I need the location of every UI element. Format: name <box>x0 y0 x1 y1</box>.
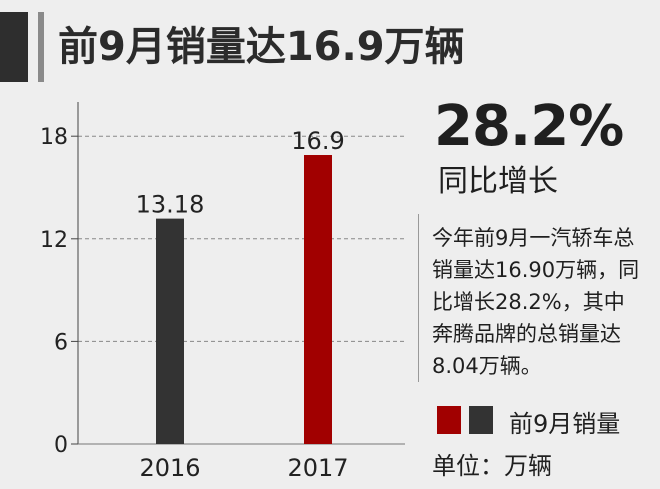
description-line: 奔腾品牌的总销量达 <box>432 322 621 346</box>
y-tick-label: 18 <box>40 125 68 150</box>
y-tick-label: 0 <box>54 433 68 458</box>
x-tick-label: 2017 <box>287 454 348 482</box>
legend-swatch-2016 <box>469 406 493 434</box>
growth-label: 同比增长 <box>438 164 558 199</box>
title-accent-dark <box>0 12 28 82</box>
y-tick-label: 12 <box>40 228 68 253</box>
growth-value: 28.2% <box>434 94 624 159</box>
y-tick-label: 6 <box>54 330 68 355</box>
bar-2017 <box>304 155 332 444</box>
bar-value-label: 16.9 <box>291 127 344 155</box>
description-text: 今年前9月一汽轿车总 销量达16.90万辆，同 比增长28.2%，其中 奔腾品牌… <box>432 222 654 382</box>
description-line: 今年前9月一汽轿车总 <box>432 226 635 250</box>
page-title: 前9月销量达16.9万辆 <box>58 24 465 70</box>
x-tick-label: 2016 <box>139 454 200 482</box>
unit-label: 单位：万辆 <box>432 452 552 480</box>
description-divider <box>418 214 419 382</box>
bar-2016 <box>156 218 184 444</box>
legend-swatch-2017 <box>437 406 461 434</box>
description-line: 比增长28.2%，其中 <box>432 290 625 314</box>
legend-label: 前9月销量 <box>509 410 621 438</box>
title-accent-gray <box>38 12 44 82</box>
bar-value-label: 13.18 <box>136 191 205 219</box>
description-line: 8.04万辆。 <box>432 354 542 378</box>
description-line: 销量达16.90万辆，同 <box>432 258 640 282</box>
